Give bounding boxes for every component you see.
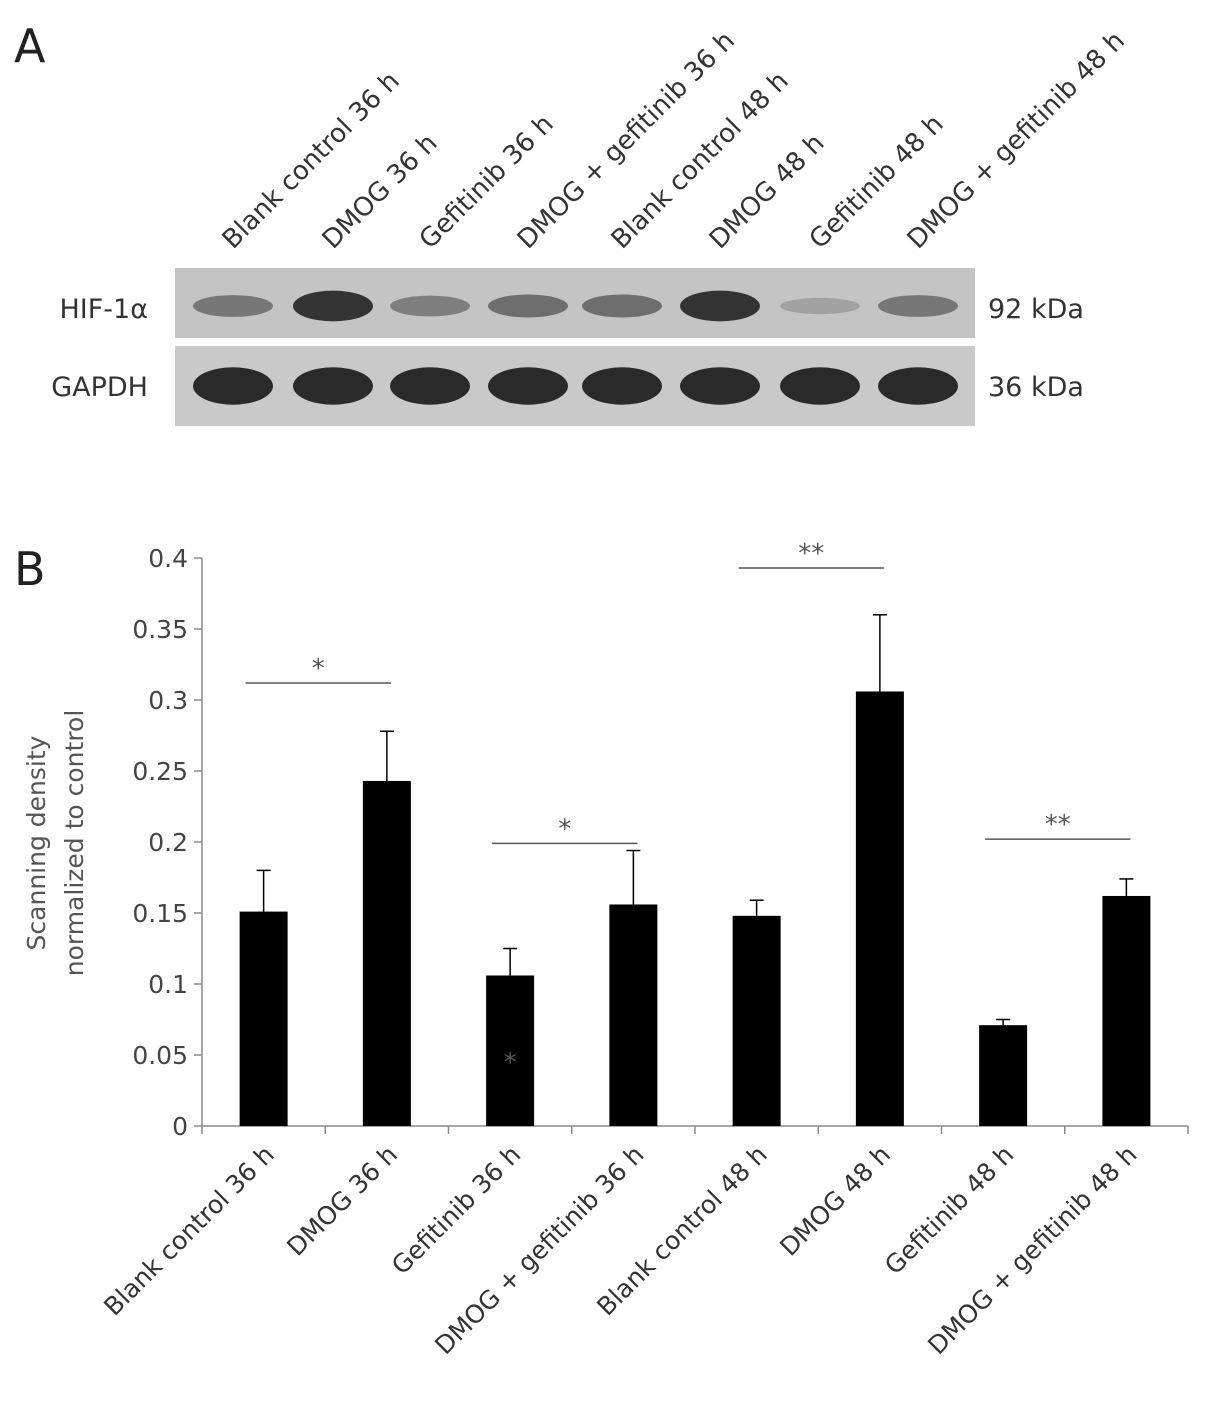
y-tick-label: 0	[172, 1112, 188, 1141]
y-tick-label: 0.3	[148, 686, 188, 715]
band-1-2	[390, 367, 470, 405]
x-category-label: DMOG 48 h	[774, 1140, 896, 1262]
y-tick-label: 0.15	[132, 899, 188, 928]
band-0-5	[680, 290, 760, 322]
band-1-3	[488, 367, 568, 405]
row-label-hif1a: HIF-1α	[59, 294, 148, 325]
x-category-label: DMOG + gefitinib 36 h	[429, 1140, 649, 1360]
y-axis-label-line-1: Scanning density	[22, 735, 51, 950]
band-0-3	[488, 294, 568, 318]
band-1-1	[293, 367, 373, 405]
bar	[362, 780, 411, 1126]
x-category-label: Gefitinib 36 h	[386, 1140, 526, 1280]
bar	[486, 975, 535, 1126]
band-0-6	[780, 297, 860, 315]
band-1-6	[780, 367, 860, 405]
y-axis-label: Scanning density normalized to control	[22, 710, 89, 977]
panel-b-letter: B	[14, 542, 46, 596]
panel-a-letter: A	[14, 19, 46, 73]
y-tick-label: 0.4	[148, 544, 188, 573]
band-0-1	[293, 290, 373, 322]
row-label-gapdh: GAPDH	[51, 372, 148, 403]
band-0-0	[193, 295, 273, 317]
significance-label: **	[798, 539, 824, 569]
x-category-label: DMOG 36 h	[281, 1140, 403, 1262]
y-axis-label-line-2: normalized to control	[60, 710, 89, 977]
x-category-label: Blank control 36 h	[98, 1140, 280, 1322]
significance-label: *	[312, 654, 325, 684]
row-size-gapdh: 36 kDa	[988, 372, 1084, 403]
bar-chart: 0 0.05 0.1 0.15 0.2 0.25 0.3 0.35 0.4 Blank contr…	[98, 539, 1189, 1360]
gapdh-bands	[193, 367, 958, 405]
x-category-label: DMOG + gefitinib 48 h	[922, 1140, 1142, 1360]
lane-label: Blank control 48 h	[606, 66, 795, 255]
bar-annotation: *	[504, 1048, 517, 1078]
band-1-0	[193, 367, 273, 405]
bar	[239, 911, 288, 1126]
y-tick-label: 0.2	[148, 828, 188, 857]
blot-hif1a	[175, 268, 975, 338]
blot-gapdh	[175, 346, 975, 426]
significance-label: *	[558, 814, 571, 844]
band-0-4	[582, 294, 662, 318]
lane-label: Blank control 36 h	[217, 66, 406, 255]
band-1-5	[680, 367, 760, 405]
bar	[979, 1025, 1028, 1126]
y-tick-label: 0.05	[132, 1041, 188, 1070]
band-0-2	[390, 295, 470, 317]
band-1-7	[878, 367, 958, 405]
hif1a-bands	[193, 290, 958, 322]
x-category-label: Gefitinib 48 h	[879, 1140, 1019, 1280]
band-1-4	[582, 367, 662, 405]
row-size-hif1a: 92 kDa	[988, 294, 1084, 325]
y-tick-label: 0.1	[148, 970, 188, 999]
y-tick-label: 0.35	[132, 615, 188, 644]
y-tick-label: 0.25	[132, 757, 188, 786]
bar	[855, 691, 904, 1126]
band-0-7	[878, 295, 958, 317]
significance-label: **	[1045, 810, 1071, 840]
bar	[732, 915, 781, 1126]
bar	[609, 904, 658, 1126]
bar	[1102, 895, 1151, 1126]
